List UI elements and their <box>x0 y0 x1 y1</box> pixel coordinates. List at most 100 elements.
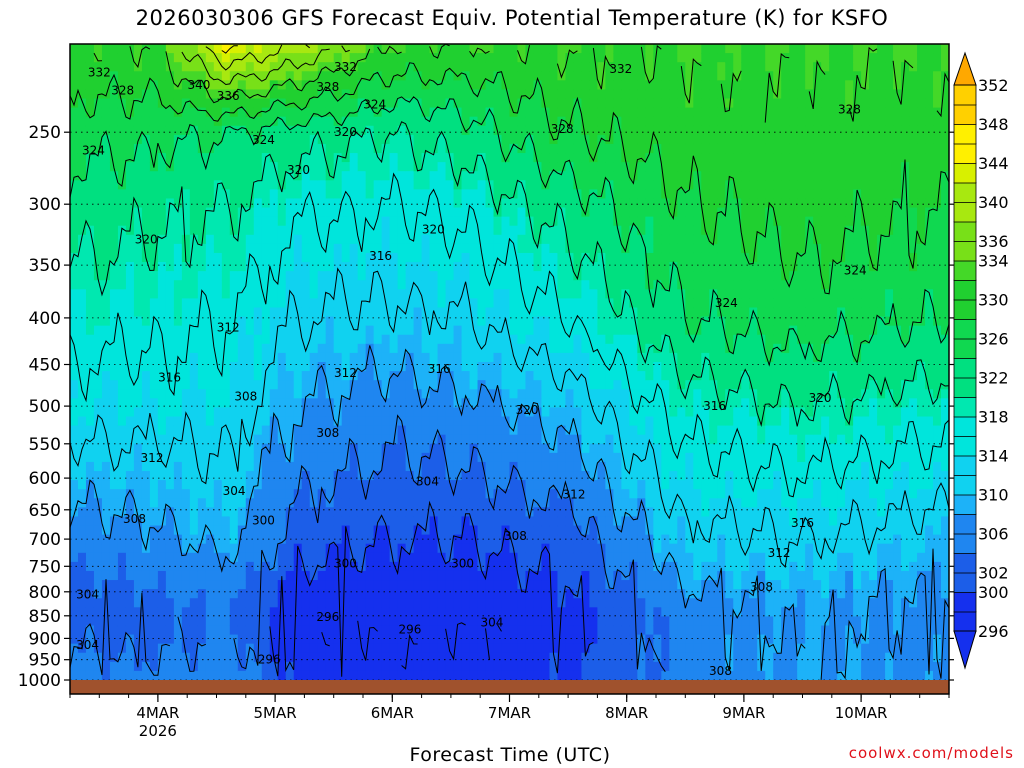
field-cell <box>613 125 622 136</box>
field-cell <box>453 489 463 499</box>
field-cell <box>421 398 431 409</box>
field-cell <box>389 234 399 245</box>
field-cell <box>405 225 415 236</box>
field-cell <box>181 243 191 254</box>
field-cell <box>213 507 223 518</box>
field-cell <box>437 652 447 663</box>
field-cell <box>165 262 175 272</box>
field-cell <box>437 98 447 109</box>
field-cell <box>389 189 399 200</box>
field-cell <box>173 625 183 636</box>
field-cell <box>421 171 431 181</box>
field-cell <box>125 362 135 372</box>
field-cell <box>205 362 215 372</box>
field-cell <box>133 471 143 481</box>
field-cell <box>261 225 271 236</box>
field-cell <box>85 316 95 327</box>
field-cell <box>365 316 375 327</box>
field-cell <box>237 262 247 272</box>
field-cell <box>333 534 343 545</box>
field-cell <box>293 107 303 118</box>
field-cell <box>205 516 215 527</box>
field-cell <box>581 652 591 663</box>
field-cell <box>309 289 319 299</box>
field-cell <box>485 352 495 363</box>
field-cell <box>309 71 319 81</box>
field-cell <box>637 262 646 272</box>
field-cell <box>629 434 638 445</box>
field-cell <box>173 325 183 336</box>
field-cell <box>245 670 255 681</box>
field-cell <box>141 389 151 399</box>
field-cell <box>613 262 622 272</box>
field-cell <box>189 670 199 681</box>
field-cell <box>437 616 447 627</box>
field-cell <box>125 589 135 599</box>
field-cell <box>189 98 199 109</box>
field-cell <box>221 434 231 445</box>
field-cell <box>293 153 303 163</box>
field-cell <box>405 407 415 418</box>
field-cell <box>205 434 215 445</box>
field-cell <box>349 352 359 363</box>
field-cell <box>149 334 159 345</box>
field-cell <box>413 425 423 436</box>
field-cell <box>221 580 231 590</box>
field-cell <box>173 134 183 145</box>
field-cell <box>589 271 598 281</box>
field-cell <box>565 262 575 272</box>
field-cell <box>181 452 191 463</box>
field-cell <box>421 389 431 399</box>
field-cell <box>93 561 103 572</box>
field-cell <box>333 198 343 209</box>
field-cell <box>349 216 359 227</box>
field-cell <box>165 89 175 100</box>
field-cell <box>613 162 622 172</box>
field-cell <box>565 134 575 145</box>
field-cell <box>413 62 423 72</box>
field-cell <box>317 371 327 381</box>
field-cell <box>637 280 646 290</box>
field-cell <box>349 661 359 672</box>
field-cell <box>221 643 231 654</box>
field-cell <box>317 107 327 118</box>
field-cell <box>70 198 79 209</box>
field-cell <box>581 125 591 136</box>
field-cell <box>509 380 519 390</box>
field-cell <box>141 234 151 245</box>
field-cell <box>205 589 215 599</box>
field-cell <box>261 607 271 617</box>
field-cell <box>629 89 638 100</box>
field-cell <box>573 62 583 72</box>
field-cell <box>517 652 527 663</box>
field-cell <box>181 552 191 563</box>
field-cell <box>157 352 167 363</box>
field-cell <box>173 643 183 654</box>
field-cell <box>261 243 271 254</box>
field-cell <box>285 607 295 617</box>
field-cell <box>549 570 559 581</box>
field-cell <box>285 652 295 663</box>
field-cell <box>213 243 223 254</box>
field-cell <box>477 252 487 263</box>
field-cell <box>349 134 359 145</box>
field-cell <box>365 607 375 617</box>
field-cell <box>293 634 303 645</box>
field-cell <box>597 598 606 608</box>
field-cell <box>269 570 279 581</box>
field-cell <box>301 62 311 72</box>
field-cell <box>301 434 311 445</box>
field-cell <box>381 407 391 418</box>
field-cell <box>333 443 343 454</box>
field-cell <box>373 234 383 245</box>
field-cell <box>173 189 183 200</box>
field-cell <box>261 461 271 472</box>
field-cell <box>445 171 455 181</box>
theta-e-filled-contours <box>70 44 949 681</box>
field-cell <box>213 480 223 490</box>
field-cell <box>229 434 239 445</box>
field-cell <box>101 371 111 381</box>
field-cell <box>413 471 423 481</box>
field-cell <box>437 507 447 518</box>
field-cell <box>629 371 638 381</box>
